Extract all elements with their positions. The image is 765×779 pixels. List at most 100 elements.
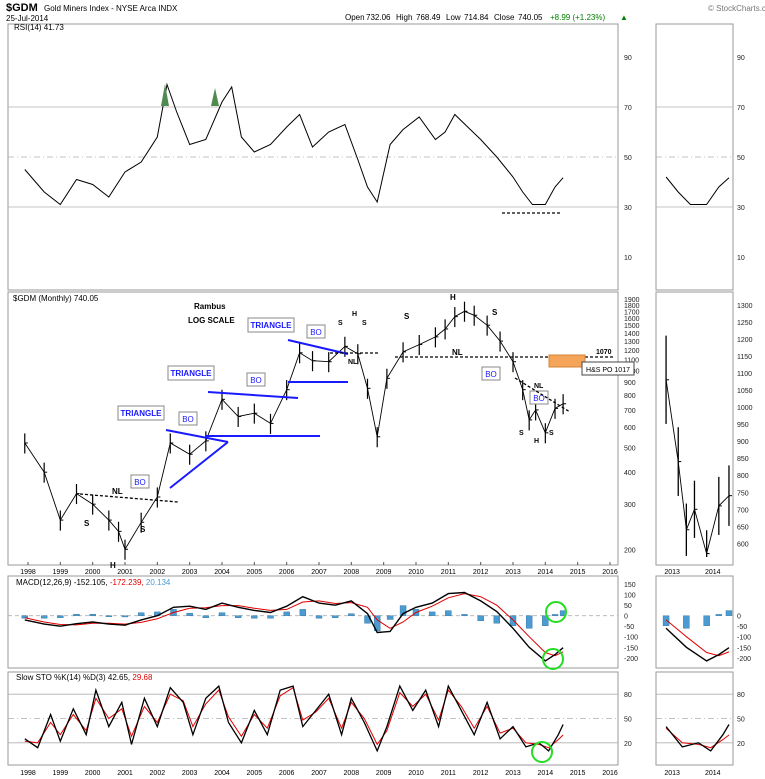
price-side-tick-1150: 1150 (737, 354, 752, 361)
price-line (24, 310, 564, 551)
x-year-2007: 2007 (311, 569, 327, 576)
frame-side-price (655, 291, 734, 566)
circle-macd-cross (542, 648, 564, 670)
x-year-2003: 2003 (182, 569, 198, 576)
up-arrow-icon: ▲ (620, 13, 628, 22)
target-label-box (581, 361, 635, 376)
macd-hist-bar-19 (331, 615, 339, 618)
macd-hist-bar-5 (105, 615, 113, 617)
s-label-5: S (404, 312, 410, 321)
x-year-2008: 2008 (344, 569, 360, 576)
macd-label: MACD(12,26,9) -152.105, -172.239, 20.134 (16, 578, 171, 587)
price-tick-1200: 1200 (624, 348, 640, 355)
macd-hist-bar-4 (89, 613, 96, 616)
macd-tick-100: 100 (624, 593, 636, 600)
x-year-2000: 2000 (85, 569, 101, 576)
neckline-lines (79, 212, 615, 503)
macd-hist-bar-23 (386, 615, 394, 620)
x-year-bottom-2014: 2014 (538, 770, 554, 777)
rsi-line (24, 82, 564, 206)
x-year-2016: 2016 (602, 569, 618, 576)
sto-label: Slow STO %K(14) %D(3) 42.65, 29.68 (16, 673, 153, 682)
macd-hist-bar-7 (137, 612, 145, 616)
macd-hist-bar-6 (121, 615, 129, 618)
macd-hist-bar-13 (234, 615, 242, 618)
x-year-bottom-2012: 2012 (473, 770, 489, 777)
triangle-label-box-1 (117, 405, 165, 421)
bo-label-5: BO (485, 370, 497, 379)
x-year-bottom-2004: 2004 (214, 770, 230, 777)
chart-symbol: $GDM (6, 2, 38, 14)
macd-hist-bar-34 (551, 614, 559, 616)
highlight-circles (531, 601, 567, 763)
bo-labels: BO BO BO BO BO BO (130, 324, 549, 489)
price-side-tick-950: 950 (737, 422, 749, 429)
rsi-side-line (665, 176, 730, 205)
sto-side-tick-80: 80 (737, 692, 745, 699)
macd-hist-bar-18 (315, 615, 323, 619)
price-bar-11 (189, 444, 193, 465)
macd-side-hist-bar-33 (703, 615, 710, 626)
h-label-3: H (450, 293, 456, 302)
rsi-tick-70: 70 (624, 105, 632, 112)
price-tick-1600: 1600 (624, 316, 640, 323)
rsi-side-tick-70: 70 (737, 105, 745, 112)
bo-box-5 (481, 366, 501, 381)
x-year-2013: 2013 (505, 569, 521, 576)
price-side-tick-1100: 1100 (737, 371, 752, 378)
macd-tick--200: -200 (624, 656, 638, 663)
macd-side-tick--100: -100 (737, 635, 751, 642)
x-year-bottom-2011: 2011 (441, 770, 456, 777)
triangle-1-upper (165, 429, 229, 443)
triangle-label-box-3 (247, 317, 295, 333)
macd-side-hist-bar-31 (662, 615, 670, 626)
price-tick-300: 300 (624, 502, 636, 509)
x-side-year-2014: 2014 (705, 569, 721, 576)
x-year-bottom-2000: 2000 (85, 770, 101, 777)
rsi-side-tick-10: 10 (737, 255, 745, 262)
macd-tick-0: 0 (624, 614, 628, 621)
sto-tick-50: 50 (624, 717, 632, 724)
x-year-2005: 2005 (247, 569, 263, 576)
macd-hist-bar-32 (525, 615, 533, 629)
rsi-tick-50: 50 (624, 155, 632, 162)
price-bar-41 (562, 394, 567, 415)
macd-side-hist-bar-35 (725, 610, 733, 616)
triangle-label-1: TRIANGLE (121, 409, 163, 418)
s-label-6: S (492, 308, 498, 317)
s-label-3: S (338, 320, 343, 327)
triangle-1-lower (169, 441, 229, 489)
macd-hist-bar-26 (428, 611, 436, 616)
x-year-bottom-2010: 2010 (408, 770, 424, 777)
price-tick-1300: 1300 (624, 339, 640, 346)
x-year-1999: 1999 (53, 569, 69, 576)
bo-label-4: BO (310, 328, 322, 337)
pattern-lines (165, 339, 349, 489)
price-tick-800: 800 (624, 393, 636, 400)
price-side-bar-41 (728, 465, 732, 526)
price-side-tick-600: 600 (737, 541, 749, 548)
close-value: 740.05 (518, 13, 543, 22)
x-year-bottom-2009: 2009 (376, 770, 392, 777)
rsi-tick-90: 90 (624, 55, 632, 62)
x-year-bottom-1999: 1999 (53, 770, 69, 777)
rsi-tick-10: 10 (624, 255, 632, 262)
stockcharts-watermark: © StockCharts.com (708, 4, 765, 13)
price-bar-30 (454, 307, 458, 328)
circle-macd-hist (545, 601, 567, 623)
open-value: 732.06 (366, 13, 391, 22)
macd-side-tick--200: -200 (737, 656, 751, 663)
bo-box-2 (178, 411, 198, 426)
bo-label-1: BO (134, 478, 146, 487)
rsi-tick-30: 30 (624, 205, 632, 212)
x-year-bottom-2008: 2008 (344, 770, 360, 777)
x-year-2011: 2011 (441, 569, 456, 576)
chart-date: 25-Jul-2014 (6, 14, 49, 23)
price-bar-37 (528, 410, 533, 431)
triangle-3-upper (287, 339, 349, 355)
x-year-bottom-2005: 2005 (247, 770, 263, 777)
rsi-side-tick-30: 30 (737, 205, 745, 212)
macd-hist-bar-20 (348, 613, 355, 616)
price-side-tick-750: 750 (737, 490, 749, 497)
x-side-year-bottom-2013: 2013 (664, 770, 680, 777)
